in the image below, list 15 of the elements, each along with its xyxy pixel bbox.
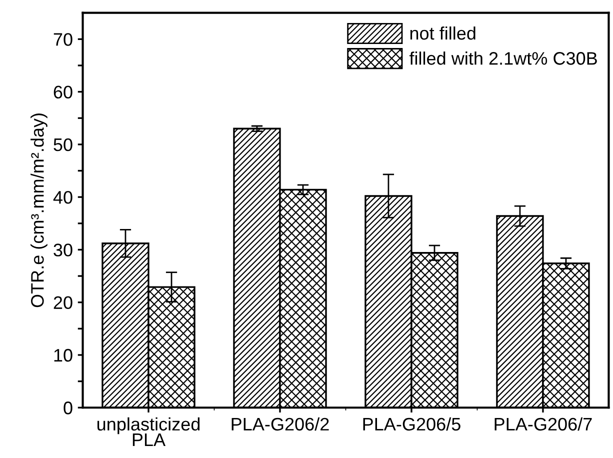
y-tick-label: 70 — [54, 33, 72, 46]
x-tick-label: PLA-G206/5 — [363, 417, 460, 431]
y-tick-label: 40 — [53, 190, 72, 204]
y-tick-label: 30 — [54, 244, 72, 256]
y-axis-title: OTR.e (cm³.mm/m².day) — [30, 114, 48, 308]
x-tick-label: unplasticized PLA — [97, 417, 200, 446]
legend-label: filled with 2.1wt% C30B — [409, 52, 597, 65]
x-tick-label: PLA-G206/7 — [494, 417, 592, 431]
y-tick-label: 60 — [54, 86, 72, 99]
y-tick-label: 50 — [54, 138, 72, 152]
x-tick-label: PLA-G206/2 — [232, 417, 329, 431]
y-tick-label: 20 — [54, 296, 72, 310]
y-tick-label: 10 — [54, 348, 72, 362]
legend-label: not filled — [410, 26, 476, 40]
y-tick-label: 0 — [64, 402, 72, 414]
